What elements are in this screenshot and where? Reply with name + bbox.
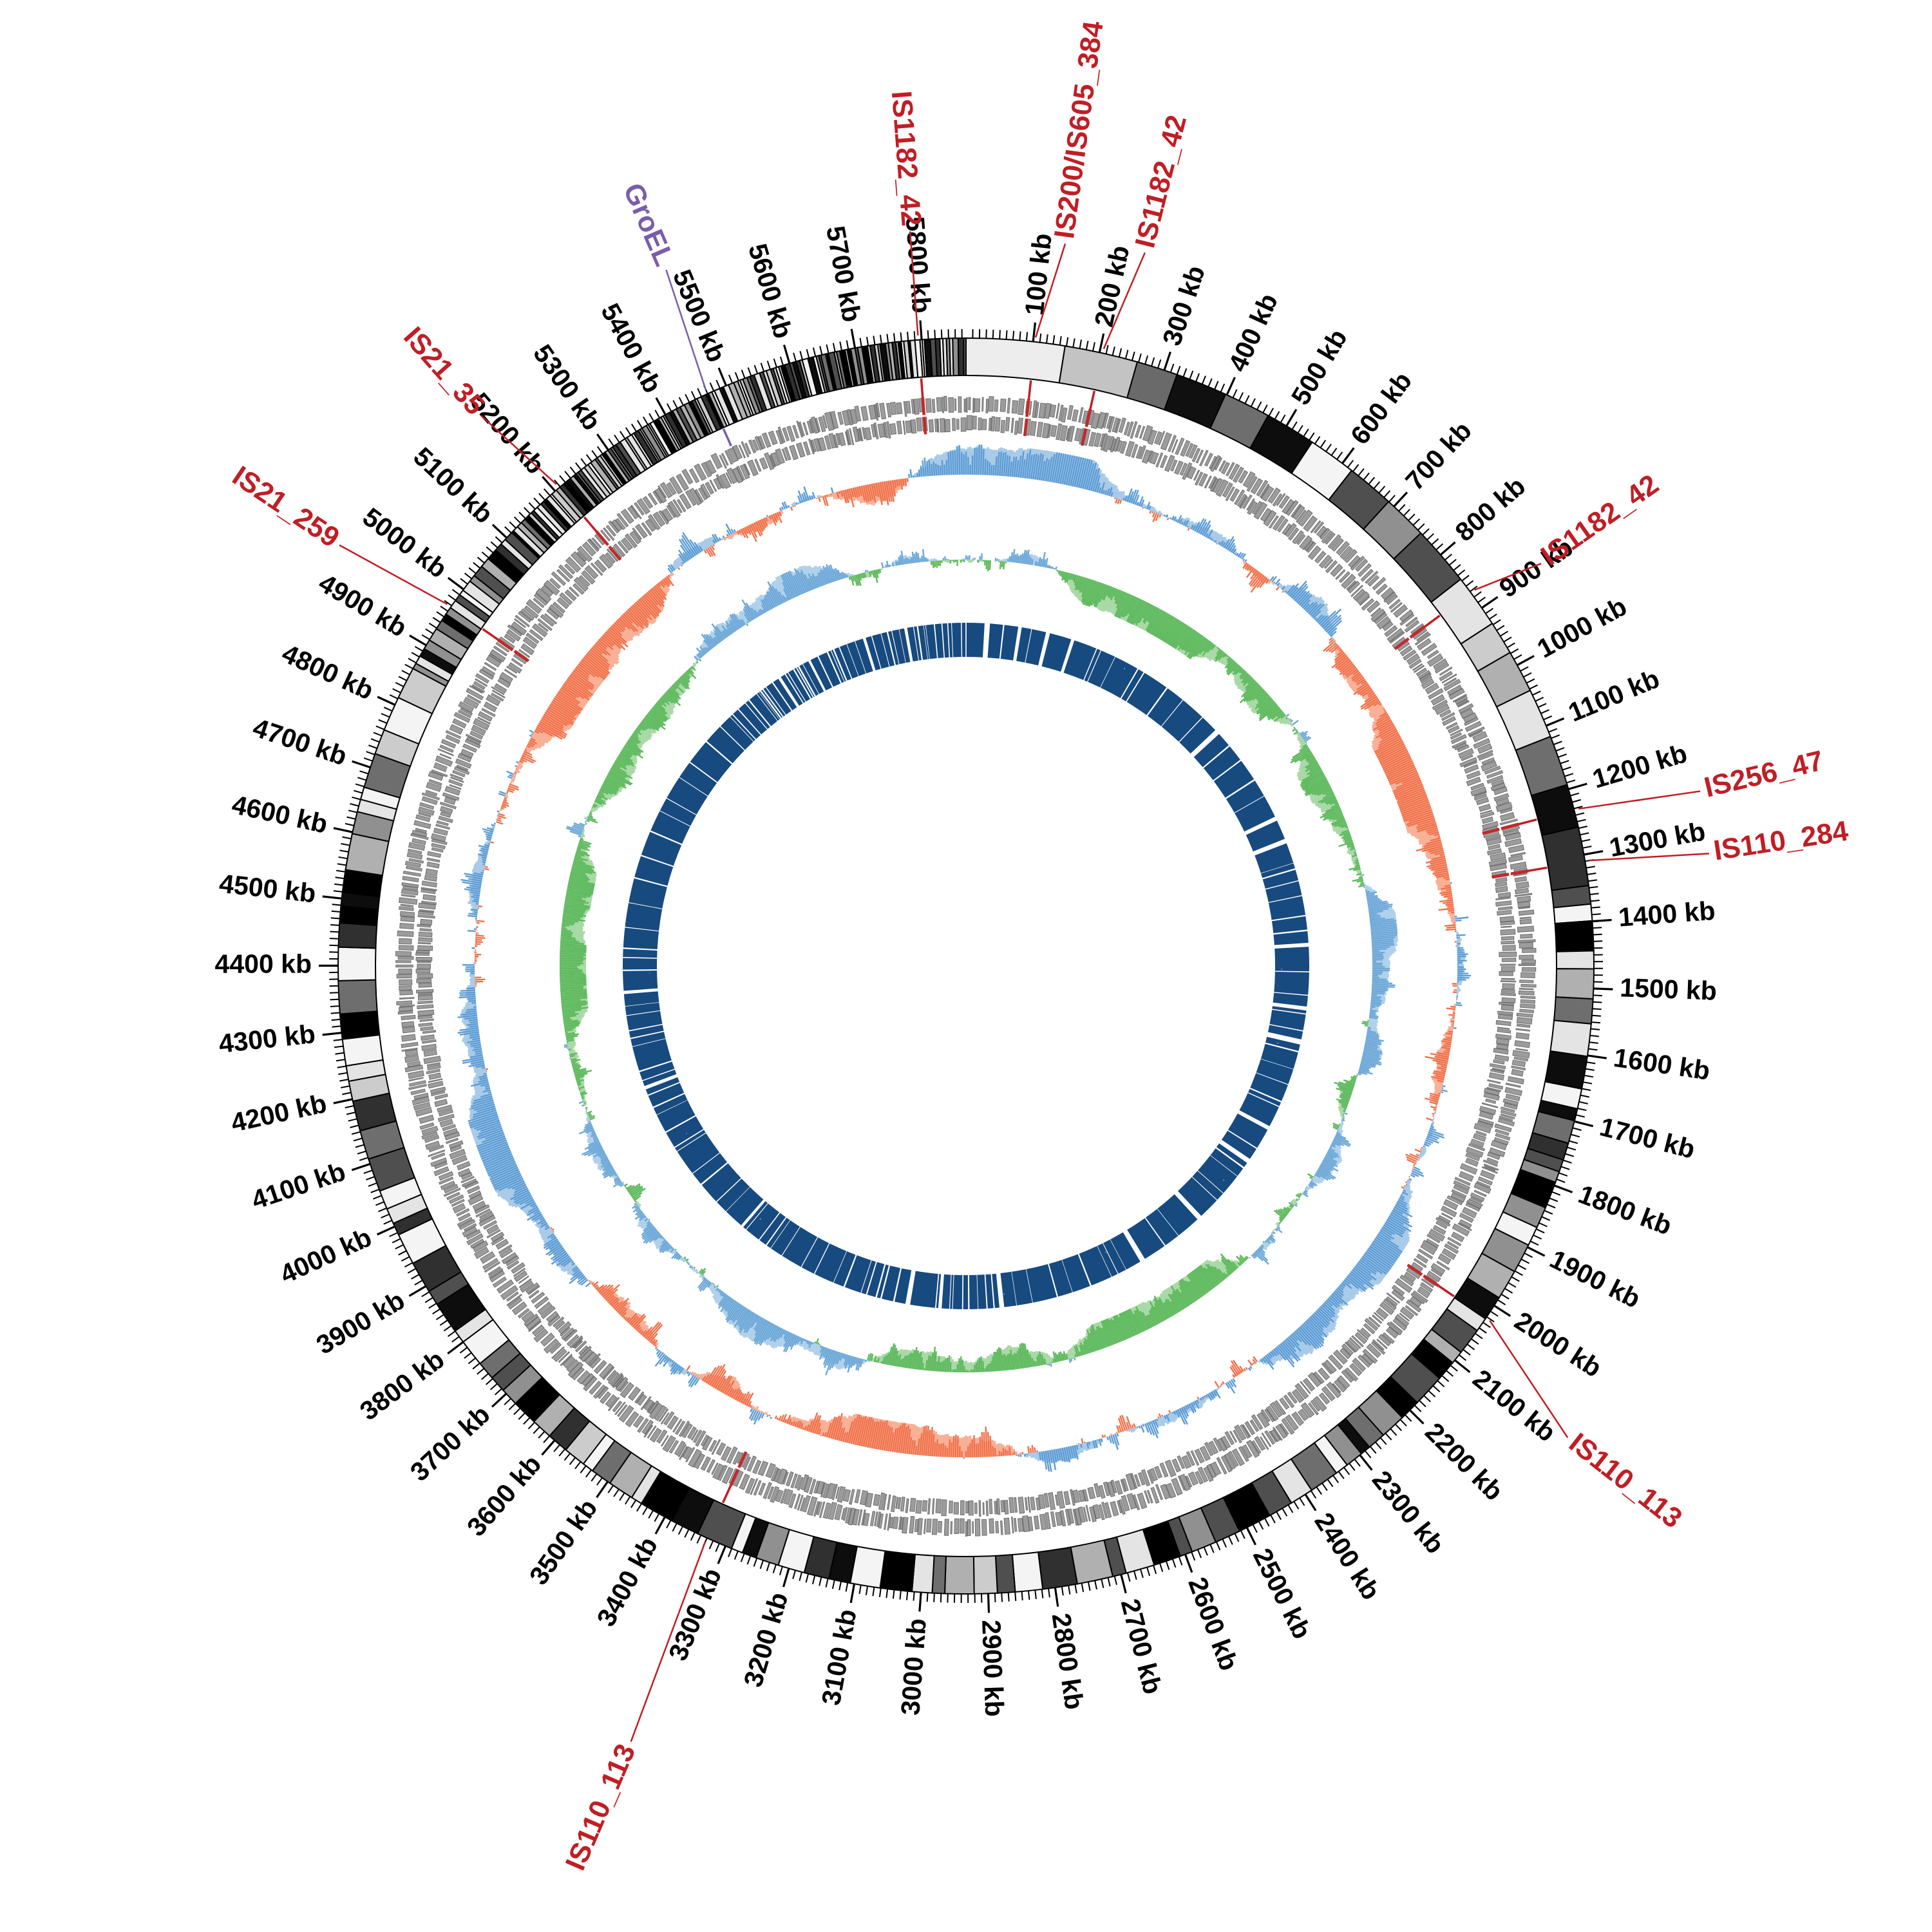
- tick-label: 600 kb: [1345, 366, 1417, 450]
- tick-label: 3600 kb: [461, 1449, 547, 1542]
- tick-label: 3800 kb: [354, 1345, 450, 1426]
- tick-label: 500 kb: [1285, 324, 1353, 410]
- tick-label: 5400 kb: [595, 298, 667, 397]
- tick-label: 1300 kb: [1607, 816, 1707, 862]
- tick-label: 4800 kb: [278, 638, 378, 705]
- gc-skew-track: [457, 444, 1472, 1472]
- coverage-ring: [622, 621, 1310, 1310]
- annotation-label: IS21_259: [227, 460, 345, 554]
- tick-label: 3200 kb: [738, 1589, 794, 1690]
- tick-label: 3500 kb: [524, 1493, 603, 1590]
- tick-label: 2200 kb: [1419, 1417, 1509, 1506]
- annotation-label: IS1182_42: [1129, 112, 1193, 251]
- annotation-label: IS110_284: [1712, 815, 1851, 867]
- annotation-label: IS200/IS605_384: [1048, 19, 1110, 240]
- tick-label: 4000 kb: [276, 1222, 376, 1289]
- tick-label: 5300 kb: [527, 339, 607, 436]
- tick-label: 1800 kb: [1575, 1179, 1676, 1241]
- tick-label: 5500 kb: [667, 265, 732, 366]
- tick-label: 3300 kb: [663, 1564, 727, 1665]
- gc-content-track: [559, 549, 1398, 1376]
- annotation-label: IS110_113: [560, 1739, 642, 1875]
- annotation-label: IS110_113: [1563, 1427, 1688, 1535]
- tick-label: 4500 kb: [218, 869, 317, 909]
- annotation-label: IS21_35: [397, 321, 491, 421]
- tick-label: 1600 kb: [1612, 1043, 1712, 1086]
- tick-label: 3000 kb: [895, 1618, 932, 1716]
- annotation-ticks: [482, 378, 1548, 1504]
- tick-label: 3900 kb: [311, 1285, 410, 1359]
- tick-label: 3700 kb: [404, 1399, 496, 1487]
- tick-label: 1700 kb: [1597, 1112, 1698, 1164]
- tick-label: 100 kb: [1019, 232, 1057, 317]
- tick-label: 5000 kb: [357, 502, 453, 583]
- gene-tiles-reverse: [415, 415, 1517, 1517]
- tick-label: 1900 kb: [1546, 1244, 1645, 1314]
- tick-label: 1500 kb: [1620, 972, 1718, 1005]
- tick-label: 5800 kb: [900, 216, 937, 314]
- tick-label: 4700 kb: [249, 712, 350, 771]
- tick-label: 2600 kb: [1182, 1573, 1244, 1674]
- tick-label: 4400 kb: [215, 949, 312, 978]
- tick-label: 2700 kb: [1115, 1596, 1168, 1697]
- tick-label: 2500 kb: [1247, 1544, 1317, 1643]
- tick-label: 4300 kb: [217, 1019, 316, 1059]
- tick-label: 200 kb: [1088, 243, 1135, 330]
- tick-label: 1400 kb: [1618, 896, 1716, 933]
- tick-label: 4600 kb: [229, 790, 330, 839]
- tick-label: 5100 kb: [408, 441, 498, 529]
- tick-label: 1000 kb: [1532, 591, 1631, 663]
- karyotype-ring: [337, 337, 1595, 1595]
- tick-label: 4200 kb: [229, 1088, 330, 1138]
- tick-label: 1200 kb: [1589, 738, 1690, 794]
- tick-label: 300 kb: [1157, 262, 1211, 350]
- annotation-label: IS1182_42: [1535, 468, 1664, 572]
- annotation-label: IS1182_42: [886, 90, 927, 227]
- tick-label: 2300 kb: [1367, 1465, 1450, 1559]
- scale-ticks: [319, 320, 1613, 1613]
- tick-label: 4900 kb: [314, 568, 412, 643]
- annotation-label: GroEL: [617, 178, 680, 270]
- tick-label: 5700 kb: [820, 223, 867, 324]
- gene-tiles-forward: [395, 395, 1537, 1537]
- tick-label: 3100 kb: [816, 1607, 862, 1707]
- tick-label: 700 kb: [1399, 415, 1477, 496]
- tick-label: 5600 kb: [743, 240, 798, 341]
- tick-label: 800 kb: [1450, 471, 1531, 547]
- tick-label: 400 kb: [1222, 289, 1283, 376]
- annotation-leader-lines: [339, 231, 1709, 1742]
- tick-label: 1100 kb: [1564, 663, 1664, 727]
- tick-label: 2900 kb: [976, 1619, 1009, 1717]
- annotation-label: IS256_47: [1701, 744, 1827, 803]
- tick-label: 2400 kb: [1309, 1508, 1386, 1605]
- tick-label: 3400 kb: [591, 1532, 663, 1631]
- tick-label: 2800 kb: [1046, 1611, 1090, 1711]
- tick-label: 4100 kb: [248, 1157, 349, 1215]
